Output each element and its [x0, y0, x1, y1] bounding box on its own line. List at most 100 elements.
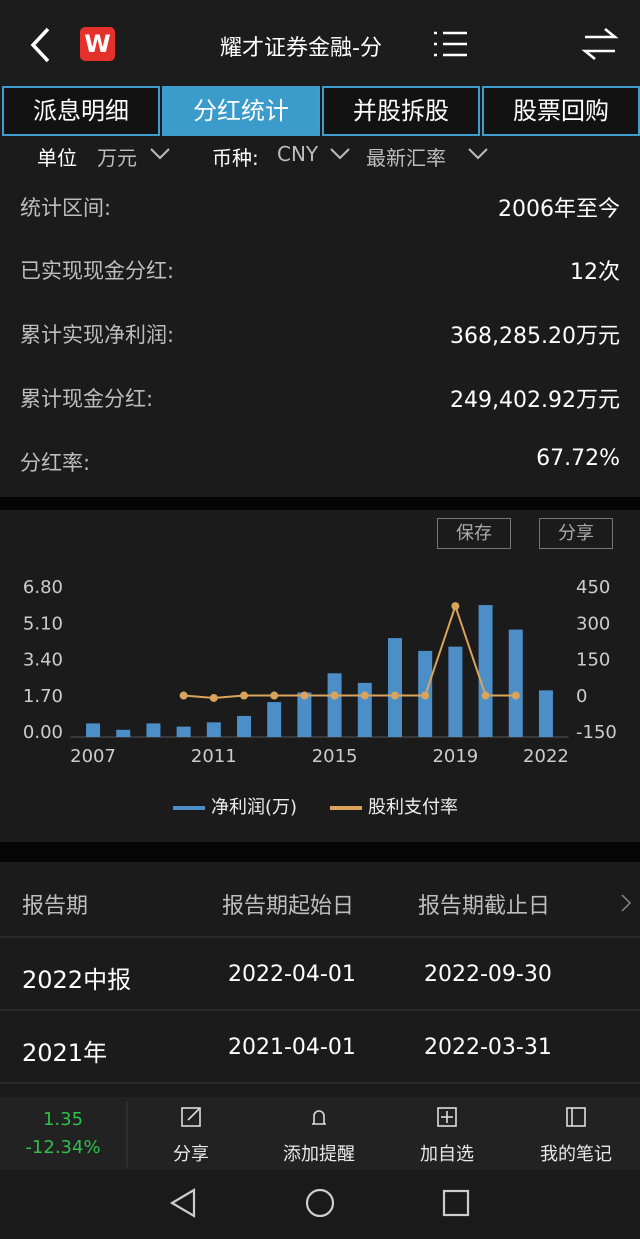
bar: [478, 605, 493, 737]
table-panel: [0, 862, 640, 1097]
table-cell: 2021-04-01: [228, 1035, 356, 1060]
stat-label: 累计实现净利润:: [20, 323, 175, 347]
bar: [508, 629, 523, 737]
scroll-arrow[interactable]: [621, 894, 632, 912]
y2-tick-label: -150: [576, 722, 617, 743]
stat-label: 分红率:: [20, 451, 91, 475]
y-tick-label: 3.40: [23, 650, 63, 671]
y2-tick-label: 150: [576, 650, 610, 671]
table-cell: 2022-03-31: [424, 1035, 552, 1060]
tab[interactable]: 股票回购: [482, 86, 640, 136]
x-tick-label: 2022: [523, 746, 569, 767]
nav-home[interactable]: [305, 1188, 335, 1218]
bar: [267, 702, 282, 737]
share-button[interactable]: 分享: [539, 518, 613, 549]
line-point: [360, 691, 369, 700]
line-point: [240, 691, 249, 700]
table-cell: 2022-09-30: [424, 962, 552, 987]
y-tick-label: 5.10: [23, 613, 63, 634]
stat-label: 已实现现金分红:: [20, 259, 175, 283]
filter-value[interactable]: 最新汇率: [366, 146, 446, 170]
back-button[interactable]: [30, 27, 50, 63]
filter-value[interactable]: 万元: [97, 146, 137, 170]
tab[interactable]: 派息明细: [2, 86, 160, 136]
note-icon[interactable]: [566, 1107, 586, 1127]
y-tick-label: 0.00: [23, 722, 63, 743]
price-change: -12.34%: [25, 1137, 101, 1158]
chart: 0.00 1.70 3.40 5.10 6.80 -150 0 150 300 450 2007 20…: [23, 577, 617, 818]
line-point: [421, 691, 430, 700]
bell-icon[interactable]: [312, 1110, 326, 1125]
add-icon[interactable]: [437, 1107, 457, 1127]
table-header: 报告期起始日: [222, 894, 355, 919]
stat-value: 67.72%: [536, 446, 620, 471]
stat-value: 2006年至今: [498, 197, 620, 222]
x-tick-label: 2007: [70, 746, 116, 767]
price: 1.35: [42, 1109, 84, 1130]
filter-value[interactable]: CNY: [277, 142, 319, 166]
line: [183, 602, 516, 699]
bar: [448, 646, 463, 737]
bar: [176, 726, 191, 737]
line-point: [511, 691, 520, 700]
table-cell[interactable]: 2022中报: [22, 966, 132, 994]
stat-label: 统计区间:: [20, 196, 112, 220]
line-point: [179, 691, 188, 700]
filter-label: 币种:: [212, 146, 259, 170]
legend-label: 股利支付率: [368, 797, 458, 818]
y2-tick-label: 450: [576, 577, 610, 598]
stat-label: 累计现金分红:: [20, 387, 154, 411]
y2-tick-label: 300: [576, 613, 610, 634]
stat-value: 12次: [570, 260, 620, 285]
switch-icon[interactable]: [581, 28, 619, 60]
menu-icon[interactable]: [434, 31, 467, 57]
nav-bar: [0, 1170, 640, 1239]
table-cell[interactable]: 2021年: [22, 1039, 108, 1067]
summary-panel: [0, 85, 640, 497]
bar: [538, 690, 553, 737]
y2-tick-label: 0: [576, 686, 587, 707]
legend-label: 净利润(万): [211, 797, 297, 818]
toolbar-label[interactable]: 添加提醒: [283, 1144, 355, 1165]
table-header: 报告期: [22, 894, 89, 919]
tab[interactable]: 并股拆股: [322, 86, 480, 136]
x-tick-label: 2015: [312, 746, 358, 767]
tab-active[interactable]: 分红统计: [162, 86, 320, 136]
line-point: [209, 693, 218, 702]
bar: [237, 715, 252, 737]
line-point: [390, 691, 399, 700]
filter-label: 单位: [37, 146, 77, 170]
toolbar-label[interactable]: 我的笔记: [540, 1144, 612, 1165]
line-point: [300, 691, 309, 700]
toolbar-icons: [0, 1101, 640, 1239]
nav-back[interactable]: [169, 1188, 196, 1218]
bar: [327, 673, 342, 737]
chevrons: [150, 148, 488, 160]
x-tick-label: 2019: [432, 746, 478, 767]
nav-recent[interactable]: [442, 1189, 470, 1217]
logo: [80, 27, 115, 61]
save-button[interactable]: 保存: [437, 518, 511, 549]
bar: [387, 638, 402, 737]
line-point: [451, 602, 460, 611]
toolbar: [0, 1097, 640, 1170]
bar: [206, 722, 221, 737]
y-tick-label: 1.70: [23, 686, 63, 707]
x-tick-label: 2011: [191, 746, 237, 767]
table-cell: 2022-04-01: [228, 962, 356, 987]
bar: [357, 682, 372, 737]
share-icon[interactable]: [181, 1107, 201, 1127]
toolbar-label[interactable]: 分享: [173, 1144, 209, 1165]
chart-panel: [0, 510, 640, 842]
logo-text: W: [84, 30, 111, 58]
line-point: [270, 691, 279, 700]
y-tick-label: 6.80: [23, 577, 63, 598]
top-icons: [30, 27, 619, 63]
bar: [297, 692, 312, 737]
bar: [146, 723, 161, 737]
table-lines: [0, 894, 640, 1084]
line-point: [481, 691, 490, 700]
toolbar-label[interactable]: 加自选: [420, 1144, 474, 1165]
table-header: 报告期截止日: [418, 894, 551, 919]
page-title: 耀才证券金融-分: [220, 36, 382, 61]
